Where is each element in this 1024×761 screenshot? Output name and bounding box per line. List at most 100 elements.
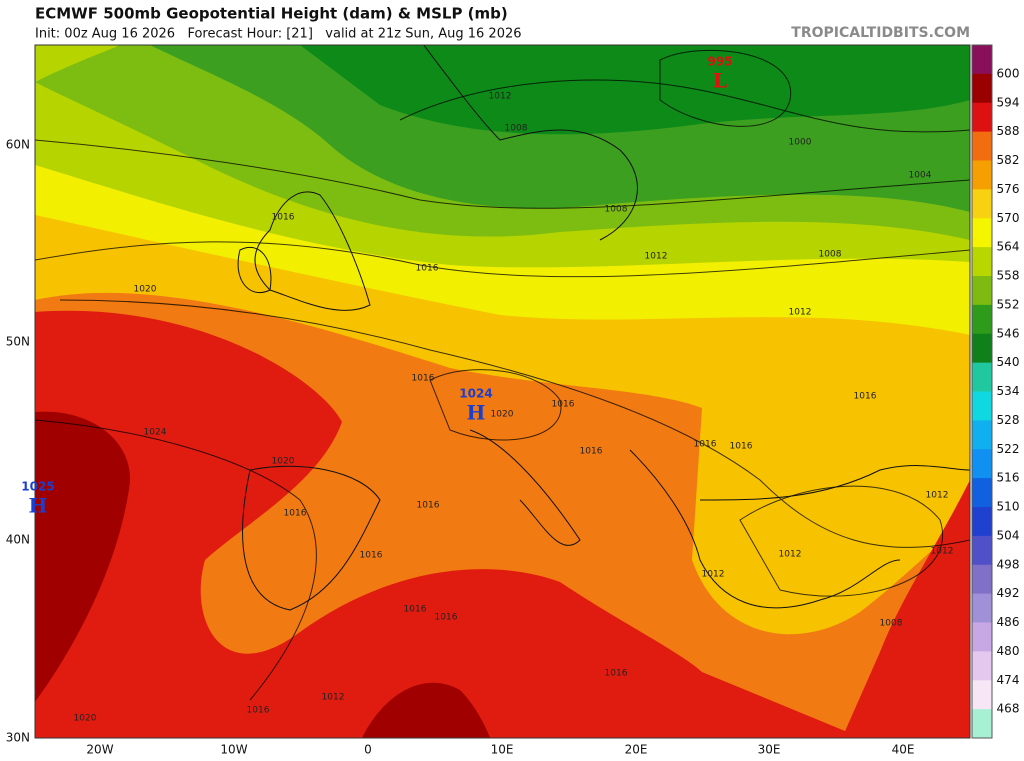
colorbar-swatch xyxy=(972,45,992,75)
isobar-label: 1012 xyxy=(645,252,668,262)
colorbar-swatch xyxy=(972,709,992,739)
map-labels: 60N 50N 40N 30N 20W 10W 0 10E 20E 30E 40E 1012 1008 1… xyxy=(6,55,954,757)
colorbar-swatch xyxy=(972,478,992,508)
colorbar-label: 582 xyxy=(997,153,1020,167)
lat-label: 40N xyxy=(6,533,30,547)
isobar-label: 1004 xyxy=(909,171,932,181)
lon-label: 30E xyxy=(758,743,781,757)
lon-label: 40E xyxy=(892,743,915,757)
pressure-center-symbol: H xyxy=(467,401,486,425)
map xyxy=(35,45,970,738)
colorbar-swatch xyxy=(972,218,992,248)
colorbar-label: 558 xyxy=(997,269,1020,283)
colorbar-swatch xyxy=(972,160,992,190)
colorbar-swatch xyxy=(972,73,992,104)
isobar-label: 1016 xyxy=(435,613,458,623)
isobar-label: 1016 xyxy=(730,442,753,452)
pressure-center-symbol: H xyxy=(29,494,48,518)
colorbar-label: 474 xyxy=(997,673,1020,687)
isobar-label: 1016 xyxy=(412,374,435,384)
pressure-center-value: 1025 xyxy=(21,480,54,494)
colorbar-swatch xyxy=(972,449,992,479)
lon-label: 10W xyxy=(220,743,247,757)
colorbar-swatch xyxy=(972,333,992,364)
colorbar-label: 564 xyxy=(997,240,1020,254)
isobar-label: 1016 xyxy=(416,264,439,274)
colorbar-swatch xyxy=(972,564,992,595)
isobar-label: 1016 xyxy=(605,669,628,679)
isobar-label: 1008 xyxy=(605,205,628,215)
isobar-label: 1016 xyxy=(284,509,307,519)
colorbar-swatch xyxy=(972,189,992,219)
isobar-label: 1012 xyxy=(789,308,812,318)
colorbar-label: 576 xyxy=(997,182,1020,196)
isobar-label: 1016 xyxy=(272,213,295,223)
colorbar-label: 468 xyxy=(997,702,1020,716)
lon-label: 20W xyxy=(86,743,113,757)
colorbar-swatch xyxy=(972,247,992,277)
colorbar-swatch xyxy=(972,593,992,623)
lat-label: 50N xyxy=(6,335,30,349)
isobar-label: 1016 xyxy=(854,392,877,402)
colorbar-label: 480 xyxy=(997,644,1020,658)
isobar-label: 1016 xyxy=(360,551,383,561)
pressure-center-value: 1024 xyxy=(459,387,492,401)
isobar-label: 1016 xyxy=(694,440,717,450)
colorbar-swatch xyxy=(972,651,992,681)
colorbar-swatch xyxy=(972,507,992,537)
credit: TROPICALTIDBITS.COM xyxy=(791,25,970,41)
isobar-label: 1020 xyxy=(74,714,97,724)
colorbar-label: 540 xyxy=(997,355,1020,369)
isobar-label: 1016 xyxy=(247,706,270,716)
colorbar-swatch xyxy=(972,622,992,652)
colorbar-swatch xyxy=(972,131,992,161)
lon-label: 0 xyxy=(364,743,372,757)
band xyxy=(35,411,131,702)
isobar-label: 1012 xyxy=(931,547,954,557)
isobar-label: 1012 xyxy=(779,550,802,560)
isobar-label: 1000 xyxy=(789,138,812,148)
map-frame xyxy=(34,44,971,739)
colorbar-label: 552 xyxy=(997,297,1020,311)
coastlines xyxy=(237,45,970,611)
isobar-label: 1012 xyxy=(926,491,949,501)
colorbar-label: 522 xyxy=(997,442,1020,456)
isobars xyxy=(35,49,970,701)
pressure-center-value: 995 xyxy=(707,55,732,69)
colorbar-swatch xyxy=(972,304,992,335)
colorbar-frame xyxy=(971,44,993,739)
subtitle: Init: 00z Aug 16 2026 Forecast Hour: [21… xyxy=(35,27,522,42)
band xyxy=(35,310,862,738)
isobar-label: 1020 xyxy=(491,410,514,420)
title: ECMWF 500mb Geopotential Height (dam) & … xyxy=(35,5,508,23)
band xyxy=(842,480,970,738)
isobar-label: 1012 xyxy=(702,570,725,580)
band xyxy=(300,45,970,135)
colorbar-label: 510 xyxy=(997,500,1020,514)
colorbar-label: 486 xyxy=(997,615,1020,629)
isobar-label: 1016 xyxy=(552,400,575,410)
colorbar-label: 570 xyxy=(997,211,1020,225)
isobar-label: 1008 xyxy=(505,124,528,134)
colorbar-label: 492 xyxy=(997,586,1020,600)
colorbar-swatch xyxy=(972,535,992,566)
lat-label: 60N xyxy=(6,138,30,152)
colorbar-label: 528 xyxy=(997,413,1020,427)
isobar-label: 1016 xyxy=(404,605,427,615)
colorbar-label: 534 xyxy=(997,384,1020,398)
isobar-label: 1020 xyxy=(272,457,295,467)
colorbar-label: 516 xyxy=(997,471,1020,485)
colorbar-label: 588 xyxy=(997,124,1020,138)
lat-label: 30N xyxy=(6,731,30,745)
colorbar-swatch xyxy=(972,680,992,710)
isobar-label: 1012 xyxy=(489,92,512,102)
isobar-label: 1008 xyxy=(880,619,903,629)
isobar-label: 1024 xyxy=(144,428,167,438)
isobar-label: 1020 xyxy=(134,285,157,295)
colorbar-swatch xyxy=(972,362,992,392)
band xyxy=(362,682,490,738)
colorbar-label: 594 xyxy=(997,95,1020,109)
colorbar-swatch xyxy=(972,391,992,421)
pressure-center-symbol: L xyxy=(713,69,727,93)
